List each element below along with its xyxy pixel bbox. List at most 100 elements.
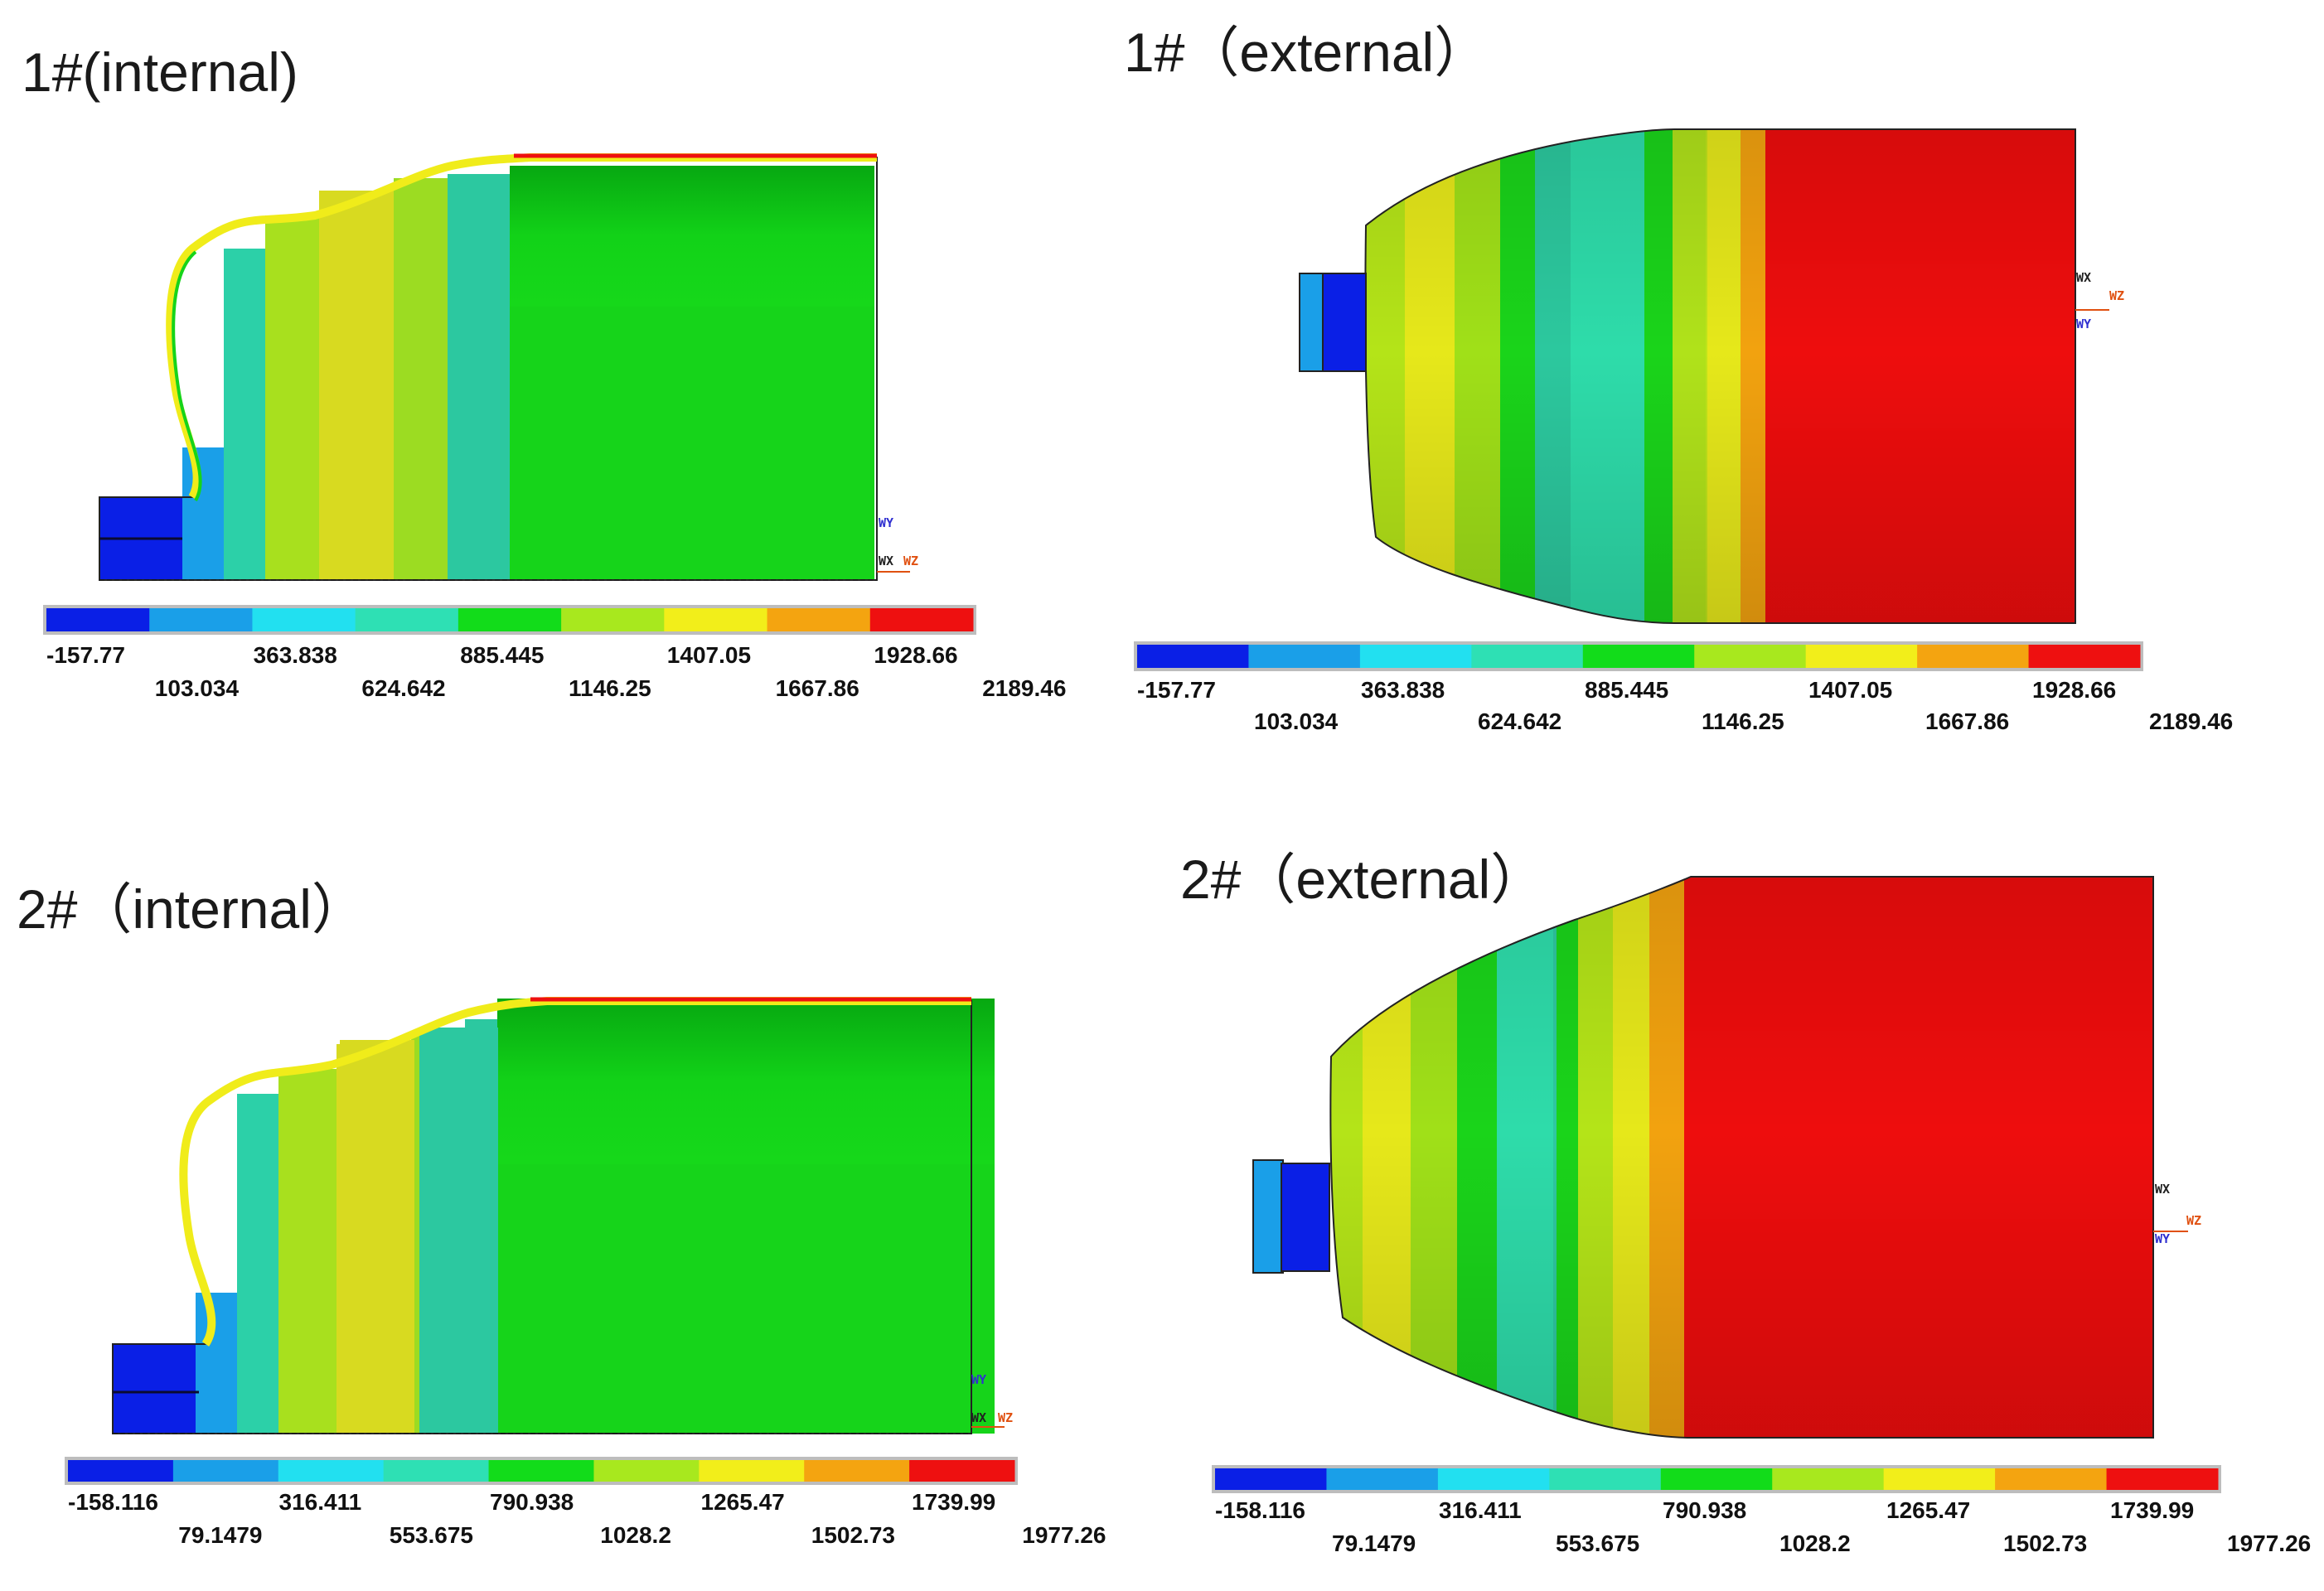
legend-swatch xyxy=(46,608,150,631)
legend-swatch xyxy=(488,1460,594,1482)
legend-tick-label: 316.411 xyxy=(279,1489,362,1515)
legend-tick-label: 624.642 xyxy=(1478,708,1561,734)
legend-tick-label: 1977.26 xyxy=(2227,1531,2311,1556)
panel-1-axis-triad: WY WX WZ xyxy=(877,515,918,573)
legend-swatch xyxy=(1549,1468,1662,1490)
legend-tick-label: 1265.47 xyxy=(1886,1497,1970,1523)
legend-tick-label: 1407.05 xyxy=(667,642,751,668)
legend-tick-label: 103.034 xyxy=(155,675,240,701)
legend-tick-label: 1502.73 xyxy=(2003,1531,2087,1556)
legend-swatch xyxy=(2028,645,2141,668)
panel-3-axis-triad: WY WX WZ xyxy=(971,1372,1013,1428)
panel-4-contour-plot xyxy=(1252,876,2154,1439)
legend-swatch xyxy=(1805,645,1918,668)
legend-swatch xyxy=(2106,1468,2219,1490)
triad-label: WY xyxy=(971,1372,986,1387)
legend-swatch xyxy=(1772,1468,1885,1490)
triad-label: WX xyxy=(2076,270,2091,285)
legend-tick-label: 103.034 xyxy=(1254,708,1339,734)
legend-tick-label: 316.411 xyxy=(1439,1497,1522,1523)
legend-tick-label: 1739.99 xyxy=(2110,1497,2194,1523)
legend-tick-label: 1667.86 xyxy=(1925,708,2009,734)
legend-tick-label: 1265.47 xyxy=(701,1489,785,1515)
legend-tick-label: 1502.73 xyxy=(811,1522,895,1548)
legend-swatch xyxy=(1471,645,1584,668)
legend-tick-label: 1928.66 xyxy=(2032,677,2116,703)
legend-tick-label: 2189.46 xyxy=(982,675,1066,701)
legend-tick-label: 363.838 xyxy=(1361,677,1445,703)
panel-4-axis-triad: WX WZ WY xyxy=(2153,1182,2201,1246)
legend-tick-label: 1407.05 xyxy=(1808,677,1892,703)
panel-3-contour-plot xyxy=(112,997,995,1434)
legend-swatch xyxy=(172,1460,279,1482)
legend-swatch xyxy=(68,1460,174,1482)
legend-tick-label: 624.642 xyxy=(361,675,445,701)
legend-tick-label: 553.675 xyxy=(390,1522,473,1548)
legend-swatch xyxy=(1660,1468,1773,1490)
legend-swatch xyxy=(909,1460,1015,1482)
legend-swatch xyxy=(593,1460,700,1482)
legend-tick-label: 885.445 xyxy=(460,642,544,668)
panel-2-title: 1#（external） xyxy=(1124,22,1489,83)
legend-swatch xyxy=(869,608,974,631)
legend-swatch xyxy=(1917,645,2030,668)
legend-swatch xyxy=(699,1460,805,1482)
legend-tick-label: 2189.46 xyxy=(2149,708,2233,734)
triad-label: WY xyxy=(2076,317,2091,331)
legend-tick-label: 790.938 xyxy=(490,1489,574,1515)
legend-swatch xyxy=(252,608,356,631)
legend-swatch xyxy=(1326,1468,1439,1490)
panel-3-title: 2#（internal） xyxy=(17,878,366,940)
triad-label: WZ xyxy=(2109,288,2124,303)
legend-swatch xyxy=(1137,645,1249,668)
triad-label: WZ xyxy=(2186,1213,2201,1228)
legend-swatch xyxy=(1694,645,1807,668)
triad-label: WX xyxy=(2155,1182,2170,1197)
legend-swatch xyxy=(278,1460,385,1482)
legend-swatch xyxy=(149,608,253,631)
legend-swatch xyxy=(804,1460,910,1482)
triad-label: WY xyxy=(879,515,893,530)
triad-label: WY xyxy=(2155,1231,2170,1246)
triad-label: WZ xyxy=(998,1410,1013,1425)
panel-3-legend: -158.116 316.411 790.938 1265.47 1739.99 79.1… xyxy=(65,1457,1106,1548)
panel-1-contour-plot xyxy=(99,153,878,581)
panel-1-internal: 1#(internal) WY WX WZ xyxy=(22,41,1066,701)
legend-tick-label: 790.938 xyxy=(1663,1497,1746,1523)
legend-swatch xyxy=(561,608,665,631)
legend-swatch xyxy=(383,1460,490,1482)
legend-tick-label: 1977.26 xyxy=(1022,1522,1106,1548)
triad-label: WX xyxy=(879,554,893,568)
panel-4-title: 2#（external） xyxy=(1180,849,1545,910)
legend-tick-label: 1739.99 xyxy=(912,1489,995,1515)
legend-tick-label: 363.838 xyxy=(254,642,337,668)
panel-1-title: 1#(internal) xyxy=(22,41,298,103)
legend-tick-label: 1146.25 xyxy=(1702,708,1784,734)
legend-tick-label: 79.1479 xyxy=(178,1522,262,1548)
legend-tick-label: 1928.66 xyxy=(874,642,957,668)
legend-swatch xyxy=(1248,645,1361,668)
legend-tick-label: 553.675 xyxy=(1556,1531,1639,1556)
legend-tick-label: -158.116 xyxy=(1215,1497,1305,1523)
legend-tick-label: -157.77 xyxy=(1137,677,1216,703)
legend-swatch xyxy=(767,608,871,631)
legend-swatch xyxy=(458,608,562,631)
legend-tick-label: 1028.2 xyxy=(600,1522,671,1548)
legend-swatch xyxy=(1359,645,1472,668)
panel-2-legend: -157.77 363.838 885.445 1407.05 1928.66 103.0… xyxy=(1134,641,2233,734)
triad-label: WX xyxy=(971,1410,986,1425)
panel-3-internal: 2#（internal） WY WX WZ -158.116 316.41 xyxy=(17,878,1106,1548)
legend-swatch xyxy=(1883,1468,1996,1490)
legend-swatch xyxy=(355,608,459,631)
legend-swatch xyxy=(1995,1468,2108,1490)
legend-tick-label: 1667.86 xyxy=(776,675,859,701)
legend-tick-label: -157.77 xyxy=(46,642,125,668)
panel-2-axis-triad: WX WZ WY xyxy=(2075,270,2124,331)
panel-2-contour-plot xyxy=(1299,128,2076,624)
triad-label: WZ xyxy=(903,554,918,568)
panel-1-legend: -157.77 363.838 885.445 1407.05 1928.66 103.0… xyxy=(43,605,1066,701)
panel-4-legend: -158.116 316.411 790.938 1265.47 1739.99 79.1… xyxy=(1212,1465,2311,1556)
legend-tick-label: 1146.25 xyxy=(569,675,651,701)
legend-swatch xyxy=(1215,1468,1327,1490)
